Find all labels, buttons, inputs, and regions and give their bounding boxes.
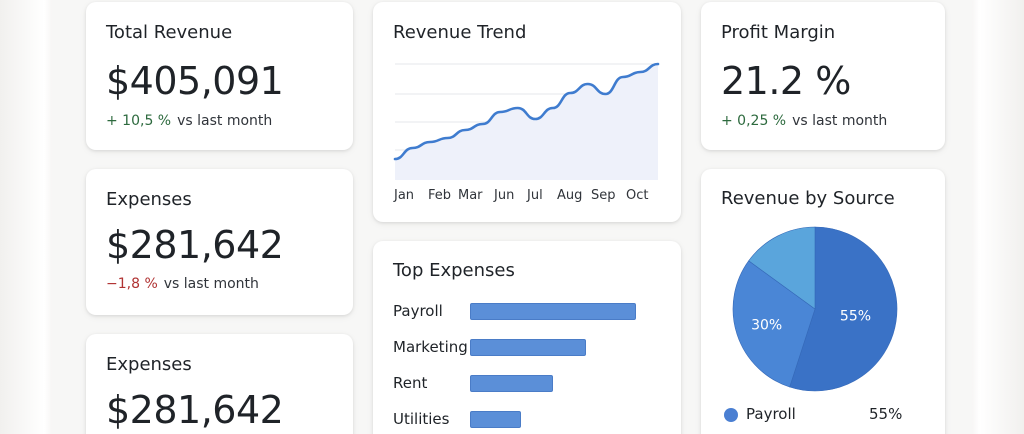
- delta-suffix: vs last month: [163, 276, 259, 292]
- delta-line: + 0,25 % vs last month: [721, 113, 887, 129]
- x-tick-label: Jan: [394, 188, 415, 203]
- x-tick-label: Feb: [428, 188, 452, 203]
- delta-value: −1,8 %: [106, 276, 158, 292]
- expense-bar: [470, 303, 636, 320]
- card-title: Expenses: [106, 354, 192, 375]
- total-revenue-value: $405,091: [106, 59, 284, 103]
- pie-slice[interactable]: [789, 226, 898, 392]
- expenses-card-2[interactable]: Expenses $281,642: [86, 334, 353, 434]
- expenses-value: $281,642: [106, 388, 284, 432]
- card-title: Revenue Trend: [393, 22, 527, 43]
- expense-row-utilities: Utilities: [393, 409, 653, 429]
- pie-slice-label: 30%: [751, 318, 782, 334]
- expense-bar: [470, 375, 553, 392]
- pie-slice[interactable]: [732, 260, 816, 388]
- delta-line: −1,8 % vs last month: [106, 276, 259, 292]
- expenses-value: $281,642: [106, 223, 284, 267]
- x-tick-label: Aug: [557, 188, 583, 203]
- revenue-pie-chart: 55% 30%: [732, 226, 898, 392]
- background-left: [0, 0, 52, 434]
- total-revenue-card[interactable]: Total Revenue $405,091 + 10,5 % vs last m…: [86, 2, 353, 150]
- expense-label: Rent: [393, 374, 428, 392]
- pie-slice-label: 55%: [840, 308, 871, 324]
- delta-suffix: vs last month: [792, 113, 888, 129]
- revenue-trend-card[interactable]: Revenue Trend Jan Feb Mar Jun Jul Aug Sep Oct: [373, 2, 681, 222]
- expenses-card[interactable]: Expenses $281,642 −1,8 % vs last month: [86, 169, 353, 315]
- expense-bar: [470, 339, 587, 356]
- legend-value: 55%: [869, 405, 903, 423]
- expense-row-marketing: Marketing: [393, 337, 653, 357]
- delta-suffix: vs last month: [177, 113, 273, 129]
- revenue-by-source-card[interactable]: Revenue by Source 55% 30% Payroll 55%: [701, 169, 945, 434]
- expense-label: Payroll: [393, 302, 443, 320]
- profit-margin-value: 21.2 %: [721, 59, 851, 103]
- trend-line: [393, 62, 660, 161]
- card-title: Expenses: [106, 189, 192, 210]
- x-tick-label: Mar: [458, 188, 483, 203]
- expense-label: Marketing: [393, 338, 468, 356]
- profit-margin-card[interactable]: Profit Margin 21.2 % + 0,25 % vs last mon…: [701, 2, 945, 150]
- x-tick-label: Jun: [494, 188, 515, 203]
- card-title: Revenue by Source: [721, 188, 895, 209]
- x-tick-label: Oct: [626, 188, 649, 203]
- x-tick-label: Sep: [591, 188, 616, 203]
- legend-swatch: [724, 408, 738, 422]
- delta-line: + 10,5 % vs last month: [106, 113, 272, 129]
- expense-bar: [470, 411, 522, 428]
- expense-row-rent: Rent: [393, 373, 653, 393]
- expense-row-payroll: Payroll: [393, 301, 653, 321]
- card-title: Profit Margin: [721, 22, 836, 43]
- card-title: Top Expenses: [393, 260, 515, 281]
- revenue-trend-chart: [393, 62, 660, 180]
- top-expenses-card[interactable]: Top Expenses Payroll Marketing Rent Util…: [373, 241, 681, 434]
- expense-label: Utilities: [393, 410, 450, 428]
- x-tick-label: Jul: [527, 188, 543, 203]
- trend-area: [395, 64, 658, 180]
- delta-value: + 10,5 %: [106, 113, 172, 129]
- background-right: [972, 0, 1024, 434]
- legend-label: Payroll: [746, 405, 796, 423]
- pie-slice[interactable]: [748, 226, 816, 310]
- card-title: Total Revenue: [106, 22, 233, 43]
- delta-value: + 0,25 %: [721, 113, 787, 129]
